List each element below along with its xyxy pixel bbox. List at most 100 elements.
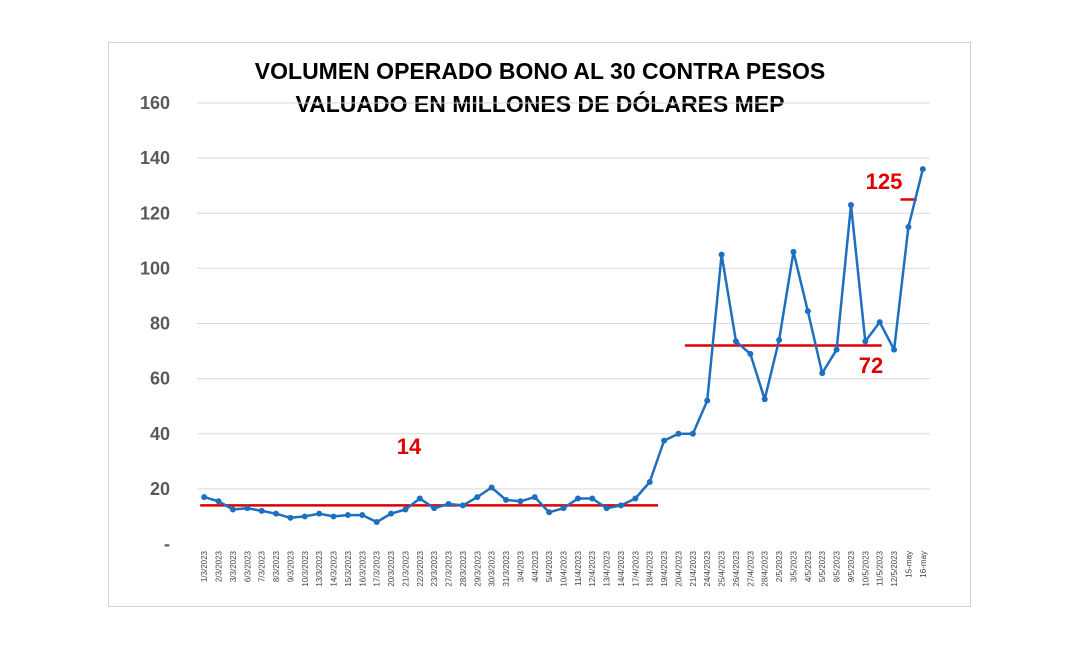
chart-frame	[108, 42, 971, 607]
x-tick-label: 13/3/2023	[315, 550, 324, 586]
data-point	[316, 510, 323, 517]
x-tick-label: 21/3/2023	[401, 550, 410, 586]
data-point	[244, 505, 251, 512]
data-point	[546, 509, 553, 516]
x-axis-ticks: 1/3/2023 2/3/2023 3/3/2023 6/3/2023 7/3/2023…	[200, 550, 928, 586]
data-point	[258, 507, 265, 514]
data-point	[632, 495, 639, 502]
data-point	[919, 166, 926, 173]
data-point	[445, 501, 452, 508]
x-tick-label: 10/3/2023	[301, 550, 310, 586]
series-layer	[201, 166, 926, 525]
y-axis-ticks: - 20 40 60 80 100 120 140 160	[140, 93, 170, 554]
data-point	[776, 337, 783, 344]
x-tick-label: 7/3/2023	[258, 550, 267, 582]
x-tick-label: 14/3/2023	[330, 550, 339, 586]
x-tick-label: 29/3/2023	[473, 550, 482, 586]
x-tick-label: 31/3/2023	[502, 550, 511, 586]
data-point	[819, 370, 826, 377]
x-tick-label: 24/4/2023	[703, 550, 712, 586]
x-tick-label: 18/4/2023	[646, 550, 655, 586]
x-tick-label: 20/4/2023	[674, 550, 683, 586]
x-tick-label: 25/4/2023	[718, 550, 727, 586]
data-point	[416, 495, 423, 502]
data-point	[862, 338, 869, 345]
chart-title: VOLUMEN OPERADO BONO AL 30 CONTRA PESOS	[255, 58, 825, 84]
data-point	[804, 308, 811, 315]
x-tick-label: 11/5/2023	[876, 550, 885, 586]
data-point	[661, 437, 668, 444]
x-tick-label: 9/3/2023	[286, 550, 295, 582]
data-point	[431, 505, 438, 512]
x-tick-label: 28/3/2023	[459, 550, 468, 586]
x-tick-label: 22/3/2023	[416, 550, 425, 586]
data-point	[517, 498, 524, 505]
data-point	[287, 514, 294, 521]
x-tick-label: 11/4/2023	[574, 550, 583, 586]
data-point	[560, 505, 567, 512]
x-tick-label: 19/4/2023	[660, 550, 669, 586]
x-tick-label: 13/4/2023	[603, 550, 612, 586]
series-line	[203, 168, 925, 524]
x-tick-label: 9/5/2023	[847, 550, 856, 582]
x-tick-label: 28/4/2023	[761, 550, 770, 586]
data-point	[330, 513, 337, 520]
x-tick-label: 15-may	[904, 551, 913, 578]
data-point	[603, 505, 610, 512]
data-point	[273, 510, 280, 517]
data-point	[201, 494, 208, 501]
reference-label: 72	[859, 353, 883, 378]
y-tick-label: 20	[150, 479, 170, 499]
data-point	[344, 512, 351, 519]
data-point	[488, 484, 495, 491]
x-tick-label: 14/4/2023	[617, 550, 626, 586]
x-tick-label: 15/3/2023	[344, 550, 353, 586]
x-tick-label: 26/4/2023	[732, 550, 741, 586]
annotations: 14 72 125	[397, 169, 903, 459]
data-point	[732, 338, 739, 345]
y-tick-label: 40	[150, 424, 170, 444]
x-tick-label: 21/4/2023	[689, 550, 698, 586]
x-tick-label: 4/4/2023	[531, 550, 540, 582]
y-tick-label: 160	[140, 93, 170, 113]
data-point	[675, 430, 682, 437]
data-point	[215, 498, 222, 505]
x-tick-label: 2/5/2023	[775, 550, 784, 582]
data-point	[790, 248, 797, 255]
x-tick-label: 5/5/2023	[818, 550, 827, 582]
x-tick-label: 8/5/2023	[833, 550, 842, 582]
x-tick-label: 30/3/2023	[488, 550, 497, 586]
x-tick-label: 3/4/2023	[516, 550, 525, 582]
data-point	[531, 494, 538, 501]
data-point	[704, 397, 711, 404]
data-point	[876, 319, 883, 326]
reference-lines	[200, 198, 917, 507]
data-point	[503, 496, 510, 503]
x-tick-label: 17/3/2023	[373, 550, 382, 586]
x-tick-label: 10/5/2023	[861, 550, 870, 586]
data-point	[229, 506, 236, 513]
data-point	[388, 510, 395, 517]
x-tick-label: 4/5/2023	[804, 550, 813, 582]
data-point	[474, 494, 481, 501]
reference-label: 14	[397, 434, 422, 459]
data-point	[646, 478, 653, 485]
x-tick-label: 27/4/2023	[746, 550, 755, 586]
data-point	[747, 350, 754, 357]
y-tick-label: 80	[150, 314, 170, 334]
y-tick-label: 100	[140, 258, 170, 278]
y-tick-label: -	[164, 534, 170, 554]
data-point	[373, 518, 380, 525]
data-point	[833, 346, 840, 353]
x-tick-label: 6/3/2023	[243, 550, 252, 582]
x-tick-label: 12/4/2023	[588, 550, 597, 586]
x-tick-label: 16-may	[919, 551, 928, 578]
x-tick-label: 10/4/2023	[560, 550, 569, 586]
data-point	[402, 506, 409, 513]
x-tick-label: 8/3/2023	[272, 550, 281, 582]
y-tick-label: 120	[140, 203, 170, 223]
data-point	[761, 396, 768, 403]
data-point	[718, 251, 725, 258]
x-tick-label: 27/3/2023	[445, 550, 454, 586]
